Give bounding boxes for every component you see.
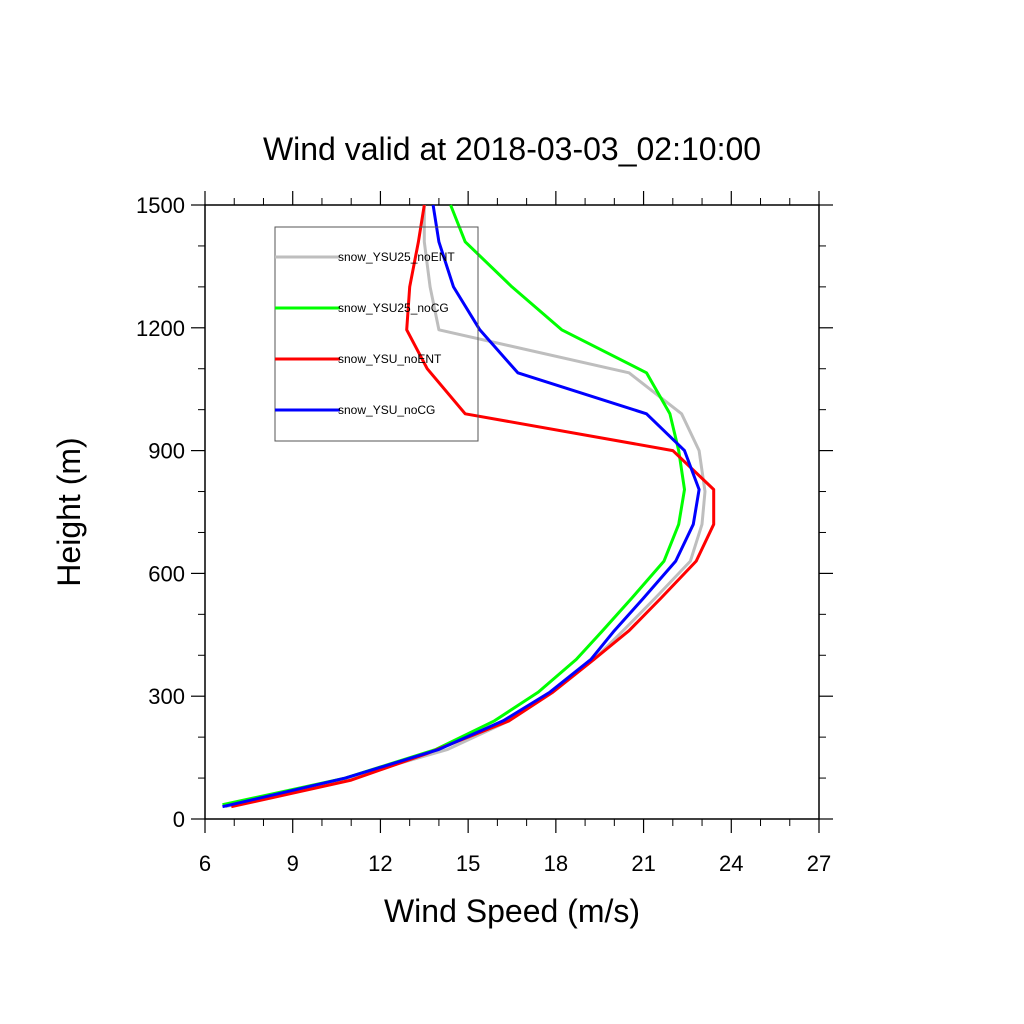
y-tick-label: 0 — [173, 807, 185, 832]
x-tick-label: 27 — [807, 851, 831, 876]
legend-items: snow_YSU25_noENT snow_YSU25_noCG snow_YSU_… — [275, 250, 455, 417]
y-axis-title: Height (m) — [51, 437, 87, 586]
x-tick-label: 24 — [719, 851, 743, 876]
chart-title: Wind valid at 2018-03-03_02:10:00 — [263, 131, 761, 167]
y-tick-label: 300 — [148, 684, 185, 709]
x-tick-label: 6 — [199, 851, 211, 876]
x-tick-label: 15 — [456, 851, 480, 876]
y-tick-label: 1200 — [136, 316, 185, 341]
axis-ticks — [191, 191, 833, 833]
x-axis-title: Wind Speed (m/s) — [384, 893, 640, 929]
legend: snow_YSU25_noENT snow_YSU25_noCG snow_YSU_… — [274, 226, 479, 442]
y-tick-label: 600 — [148, 561, 185, 586]
legend-label: snow_YSU_noENT — [338, 352, 442, 366]
series-line-snow_YSU25_noCG — [222, 204, 686, 807]
plot-frame — [204, 204, 820, 820]
axis-tick-labels: 6 9 12 15 18 21 24 27 0 300 600 900 1200 1500 — [136, 193, 831, 876]
y-tick-label: 900 — [148, 439, 185, 464]
x-tick-label: 12 — [368, 851, 392, 876]
x-tick-label: 21 — [631, 851, 655, 876]
y-tick-label: 1500 — [136, 193, 185, 218]
series-line-snow_YSU_noCG — [222, 204, 701, 809]
x-tick-label: 9 — [287, 851, 299, 876]
series-layer — [222, 204, 716, 809]
legend-label: snow_YSU_noCG — [338, 403, 435, 417]
legend-label: snow_YSU25_noENT — [338, 250, 455, 264]
legend-label: snow_YSU25_noCG — [338, 301, 449, 315]
legend-box — [274, 226, 479, 442]
x-tick-label: 18 — [544, 851, 568, 876]
